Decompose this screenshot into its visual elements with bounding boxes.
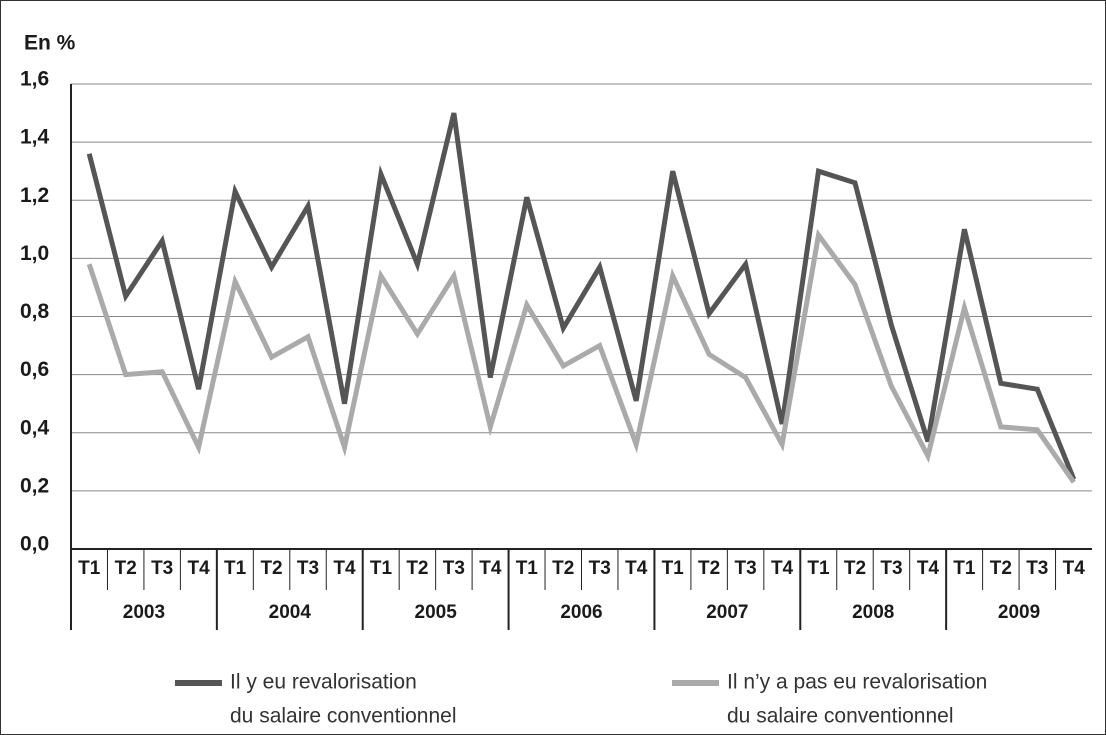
y-tick-label: 0,0 [20, 533, 49, 556]
y-tick-label: 1,2 [20, 184, 49, 207]
group-label: 2008 [852, 602, 894, 623]
x-tick-label: T3 [734, 558, 756, 579]
x-tick-label: T4 [479, 558, 502, 579]
series-line [86, 228, 1076, 484]
series-line [86, 112, 1077, 481]
x-tick-label: T2 [260, 558, 282, 579]
x-tick-label: T1 [953, 558, 976, 579]
y-tick-label: 1,6 [20, 68, 49, 91]
x-tick-label: T4 [917, 558, 940, 579]
y-tick-label: 1,4 [20, 126, 50, 149]
x-tick-label: T4 [188, 558, 211, 579]
x-tick-label: T4 [333, 558, 356, 579]
x-tick-label: T3 [443, 558, 465, 579]
x-tick-label: T1 [662, 558, 685, 579]
group-label: 2007 [706, 602, 748, 623]
x-tick-label: T2 [406, 558, 428, 579]
group-label: 2006 [560, 602, 602, 623]
y-tick-label: 0,8 [20, 300, 50, 323]
y-tick-label: 0,2 [20, 474, 49, 497]
y-tick-label: 1,0 [20, 242, 49, 265]
group-label: 2004 [269, 602, 312, 623]
x-tick-label: T3 [297, 558, 319, 579]
x-tick-label: T3 [589, 558, 611, 579]
x-tick-label: T3 [1026, 558, 1048, 579]
x-tick-label: T2 [844, 558, 866, 579]
x-tick-label: T1 [370, 558, 393, 579]
x-tick-label: T1 [516, 558, 539, 579]
x-tick-label: T2 [698, 558, 720, 579]
group-label: 2003 [123, 602, 165, 623]
x-tick-label: T1 [807, 558, 830, 579]
x-tick-label: T4 [625, 558, 648, 579]
legend-label: Il y eu revalorisation [230, 671, 417, 694]
y-tick-label: 0,4 [20, 416, 50, 439]
x-tick-label: T3 [880, 558, 902, 579]
y-axis-label: En % [24, 32, 76, 55]
group-label: 2005 [415, 602, 458, 623]
group-label: 2009 [998, 602, 1040, 623]
x-tick-label: T2 [552, 558, 574, 579]
legend-label: Il n’y a pas eu revalorisation [727, 671, 987, 694]
x-tick-label: T3 [151, 558, 173, 579]
x-tick-label: T4 [1063, 558, 1086, 579]
legend-label: du salaire conventionnel [230, 705, 457, 728]
x-tick-label: T1 [224, 558, 247, 579]
legend-label: du salaire conventionnel [727, 705, 954, 728]
x-tick-label: T4 [771, 558, 794, 579]
x-tick-label: T2 [990, 558, 1012, 579]
x-tick-label: T1 [78, 558, 101, 579]
y-tick-label: 0,6 [20, 358, 49, 381]
x-tick-label: T2 [115, 558, 137, 579]
